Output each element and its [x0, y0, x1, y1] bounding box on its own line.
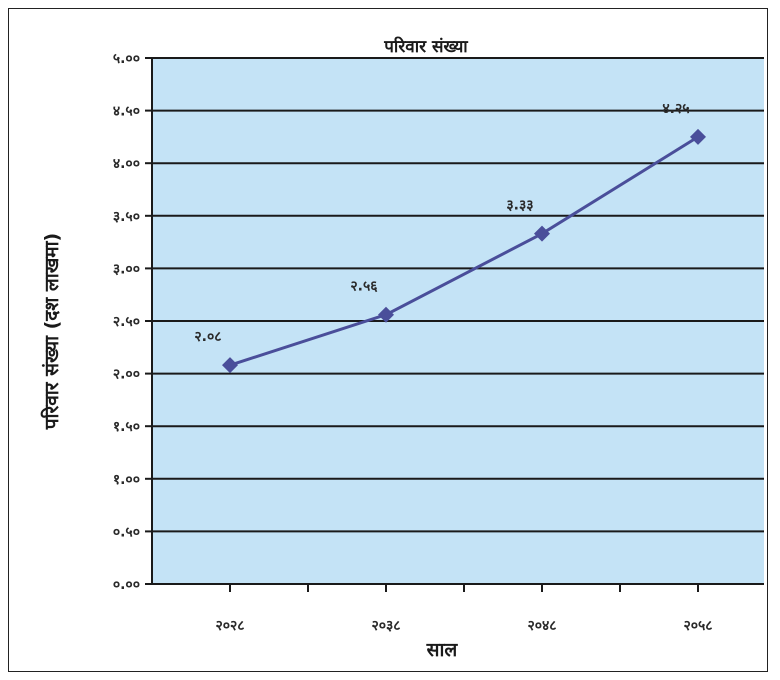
x-tick-label: २०४८: [527, 618, 556, 634]
x-axis-title: साल: [426, 639, 459, 661]
x-tick-label: २०२८: [215, 618, 244, 634]
data-point-marker: [690, 128, 706, 145]
y-tick-label: १.५०: [113, 419, 140, 435]
y-tick-label: ३.५०: [113, 209, 140, 225]
series-group: [222, 128, 706, 374]
data-label: २.५६: [350, 279, 378, 295]
y-tick-label: ४.००: [113, 156, 140, 172]
x-tick-label: २०३८: [371, 618, 400, 634]
series-line: [229, 135, 699, 367]
y-tick-label: ४.५०: [113, 104, 140, 120]
data-label: ३.३३: [506, 198, 533, 214]
y-tick-label: २.५०: [113, 314, 140, 330]
y-tick-label: ५.००: [113, 51, 140, 67]
data-point-marker: [378, 306, 394, 323]
y-tick-label: २.००: [113, 367, 140, 383]
y-tick-label: १.००: [113, 472, 140, 488]
y-tick-label: ३.००: [113, 261, 140, 277]
y-tick-label: ०.५०: [113, 524, 140, 540]
x-axis-ticks: २०२८ २०३८ २०४८ २०५८: [215, 584, 713, 634]
data-label: ४.२५: [662, 101, 689, 117]
data-labels: २.०८ २.५६ ३.३३ ४.२५: [194, 101, 689, 345]
data-point-marker: [534, 225, 550, 242]
data-label: २.०८: [194, 329, 221, 345]
x-tick-label: २०५८: [683, 618, 712, 634]
data-point-marker: [222, 357, 238, 374]
gridlines: [152, 57, 764, 533]
y-tick-label: ०.००: [113, 577, 140, 593]
y-axis-ticks: ०.०० ०.५० १.०० १.५० २.०० २.५० ३.०० ३.५० ४.०० ४.५०…: [113, 51, 152, 593]
chart-title: परिवार संख्या: [383, 36, 468, 57]
y-axis-title: परिवार संख्या (दश लाखमा): [40, 233, 63, 431]
